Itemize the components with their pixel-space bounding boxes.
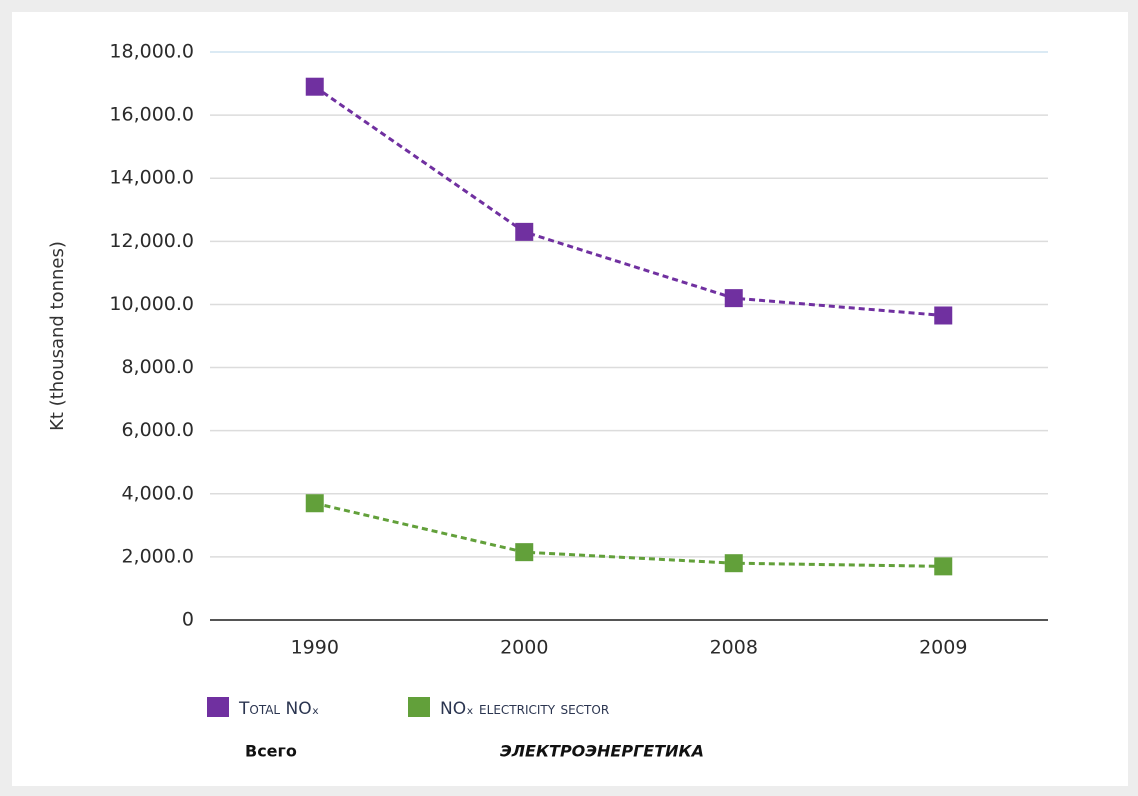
y-axis-label: Kt (thousand tonnes) (47, 241, 68, 431)
y-tick-label: 18,000.0 (109, 41, 194, 63)
y-tick-label: 6,000.0 (121, 419, 194, 441)
y-tick-label: 10,000.0 (109, 293, 194, 315)
x-tick-label: 1990 (291, 637, 339, 659)
legend-label: Total NOₓ (238, 699, 319, 719)
legend-swatch (408, 697, 430, 717)
x-tick-label: 2000 (500, 637, 548, 659)
y-tick-label: 16,000.0 (109, 104, 194, 126)
annotation: ЭЛЕКТРОЭНЕРГЕТИКА (500, 742, 704, 761)
marker (305, 77, 324, 96)
y-tick-label: 12,000.0 (109, 230, 194, 252)
marker (934, 306, 953, 325)
legend-swatch (207, 697, 229, 717)
panel (12, 12, 1128, 786)
x-tick-label: 2009 (919, 637, 967, 659)
y-tick-label: 2,000.0 (121, 545, 194, 567)
series-line (314, 501, 944, 568)
marker (934, 557, 953, 576)
y-tick-label: 8,000.0 (121, 356, 194, 378)
legend-label: NOₓ electricity sector (440, 699, 609, 719)
series-line (313, 85, 944, 317)
y-tick-label: 0 (182, 609, 194, 631)
marker (305, 494, 324, 513)
marker (724, 289, 743, 308)
marker (724, 554, 743, 573)
marker (515, 543, 534, 562)
y-tick-label: 14,000.0 (109, 167, 194, 189)
x-tick-label: 2008 (710, 637, 758, 659)
marker (515, 222, 534, 241)
annotation: Всего (245, 742, 297, 761)
y-tick-label: 4,000.0 (121, 482, 194, 504)
